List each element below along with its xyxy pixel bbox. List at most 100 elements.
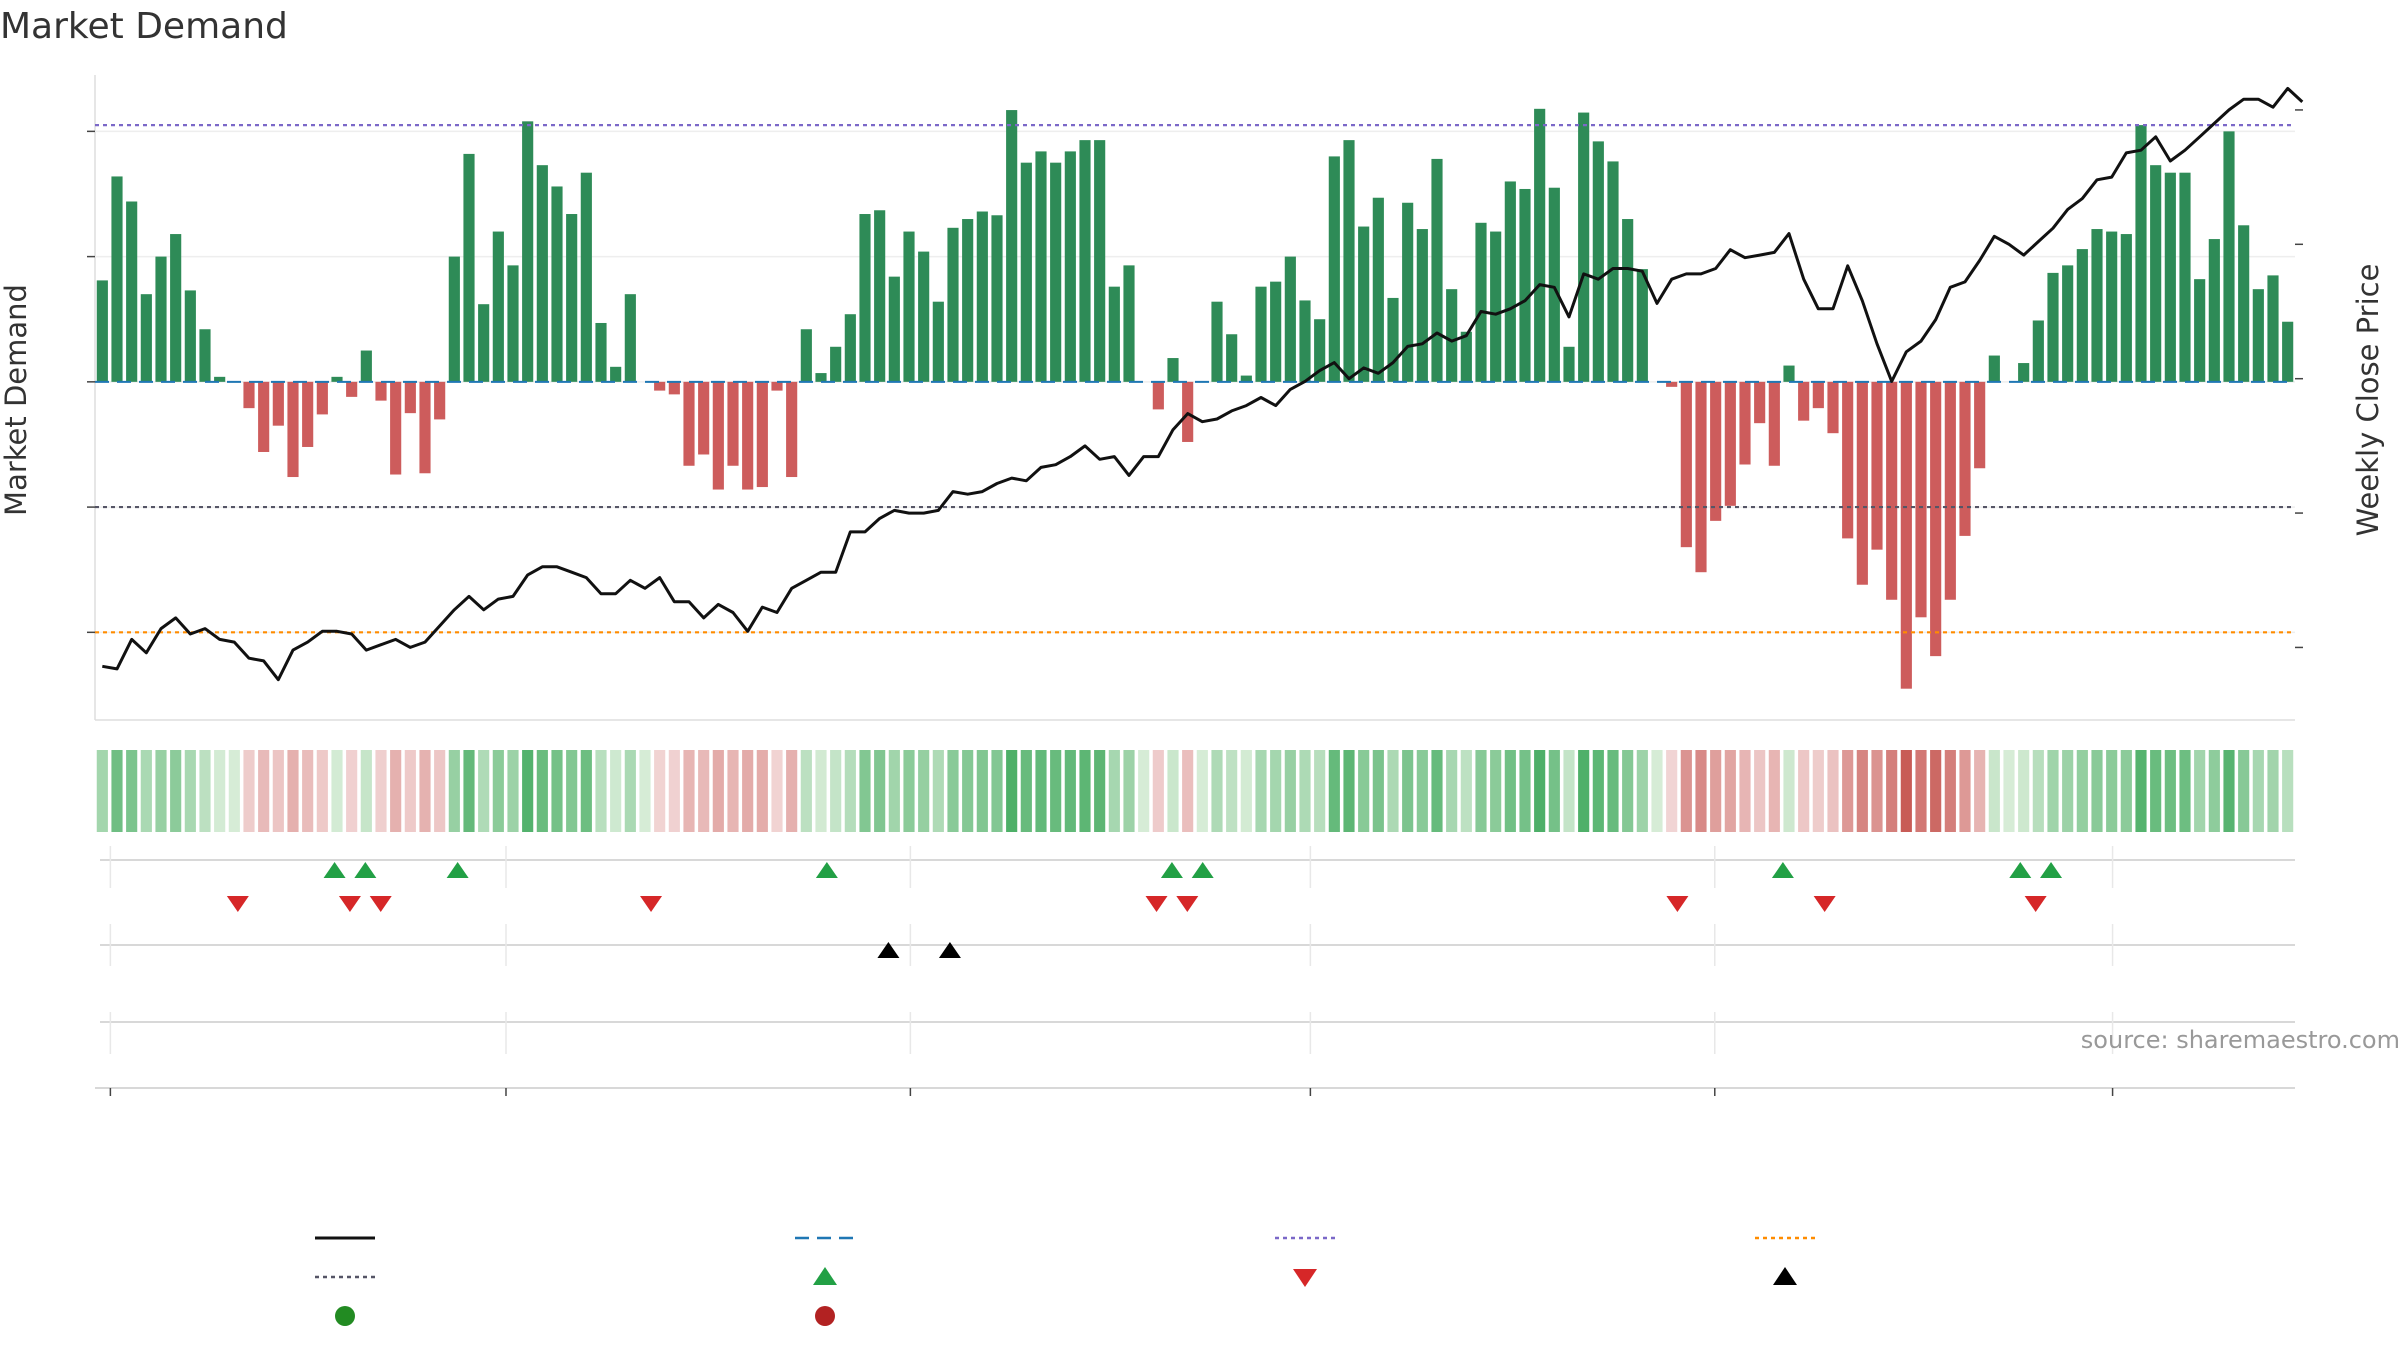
price-cross-marker	[877, 942, 900, 958]
heat-cell	[991, 750, 1003, 832]
heat-cell	[1812, 750, 1824, 832]
bar-positive	[1783, 365, 1795, 382]
bar-negative	[1842, 381, 1854, 539]
bar-positive	[1636, 269, 1648, 382]
bar-positive	[1255, 286, 1267, 382]
bar-negative	[1724, 381, 1736, 506]
flip-down-marker	[369, 896, 392, 912]
flip-up-marker	[815, 862, 838, 878]
heat-cell	[1402, 750, 1414, 832]
bar-positive	[1416, 229, 1428, 382]
bar-positive	[947, 227, 959, 382]
bar-positive	[2091, 229, 2103, 382]
bar-negative	[243, 381, 255, 409]
heat-cell	[316, 750, 328, 832]
bar-positive	[2194, 279, 2206, 382]
bar-positive	[1387, 297, 1399, 382]
heat-cell	[1607, 750, 1619, 832]
flip-up-marker	[1191, 862, 1214, 878]
bar-negative	[727, 381, 739, 466]
heat-cell	[1974, 750, 1986, 832]
bar-positive	[214, 376, 226, 382]
heat-cell	[1636, 750, 1648, 832]
bar-positive	[1284, 256, 1296, 382]
bar-positive	[2135, 125, 2147, 382]
heat-cell	[2120, 750, 2132, 832]
heat-cell	[742, 750, 754, 832]
bar-positive	[1358, 226, 1370, 382]
bar-positive	[1988, 355, 2000, 382]
main-panel	[87, 75, 2304, 721]
bar-positive	[1270, 281, 1282, 382]
heat-cell	[580, 750, 592, 832]
heat-cell	[2150, 750, 2162, 832]
bar-positive	[1592, 141, 1604, 382]
bar-positive	[580, 172, 592, 382]
heat-cell	[1856, 750, 1868, 832]
heat-cell	[1446, 750, 1458, 832]
heat-cell	[448, 750, 460, 832]
flip-up-marker	[2009, 862, 2032, 878]
bar-negative	[654, 381, 666, 391]
heat-cell	[1783, 750, 1795, 832]
flip-down-marker	[1666, 896, 1689, 912]
heat-cell	[1050, 750, 1062, 832]
bar-negative	[1182, 381, 1194, 442]
heat-cell	[478, 750, 490, 832]
bar-positive	[566, 214, 578, 382]
heat-cell	[434, 750, 446, 832]
bar-positive	[478, 304, 490, 382]
bar-negative	[287, 381, 299, 478]
bar-negative	[786, 381, 798, 478]
bar-positive	[199, 329, 211, 382]
heat-cell	[536, 750, 548, 832]
heat-cell	[126, 750, 138, 832]
heat-cell	[302, 750, 314, 832]
heat-cell	[1006, 750, 1018, 832]
bar-positive	[2150, 165, 2162, 382]
heat-cell	[2091, 750, 2103, 832]
bar-negative	[1754, 381, 1766, 424]
heat-cell	[214, 750, 226, 832]
heat-cell	[1519, 750, 1531, 832]
bar-positive	[1108, 286, 1120, 382]
heat-cell	[492, 750, 504, 832]
flip-down-marker	[1813, 896, 1836, 912]
heat-cell	[800, 750, 812, 832]
heat-cell	[786, 750, 798, 832]
bar-negative	[1666, 381, 1678, 387]
heat-cell	[1138, 750, 1150, 832]
bar-positive	[1563, 346, 1575, 382]
bar-positive	[2282, 321, 2294, 382]
bar-negative	[1812, 381, 1824, 409]
bar-positive	[1226, 334, 1238, 382]
bar-positive	[1504, 181, 1516, 382]
legend-swatch	[813, 1267, 837, 1285]
heat-cell	[522, 750, 534, 832]
demand-heat-strip	[96, 750, 2294, 832]
bar-negative	[1915, 381, 1927, 618]
bar-positive	[1343, 140, 1355, 382]
heat-cell	[1431, 750, 1443, 832]
bar-negative	[316, 381, 328, 415]
heat-cell	[1548, 750, 1560, 832]
heat-cell	[1167, 750, 1179, 832]
flip-down-marker	[2024, 896, 2047, 912]
heat-cell	[243, 750, 255, 832]
signal-rows	[100, 846, 2295, 1054]
heat-cell	[2106, 750, 2118, 832]
heat-cell	[859, 750, 871, 832]
bar-negative	[1974, 381, 1986, 469]
bar-positive	[962, 219, 974, 382]
bar-negative	[742, 381, 754, 490]
bar-positive	[448, 256, 460, 382]
heat-cell	[932, 750, 944, 832]
heat-cell	[375, 750, 387, 832]
flip-up-marker	[1160, 862, 1183, 878]
bar-positive	[331, 376, 343, 382]
heat-cell	[287, 750, 299, 832]
heat-cell	[1270, 750, 1282, 832]
bar-negative	[404, 381, 416, 414]
heat-cell	[830, 750, 842, 832]
